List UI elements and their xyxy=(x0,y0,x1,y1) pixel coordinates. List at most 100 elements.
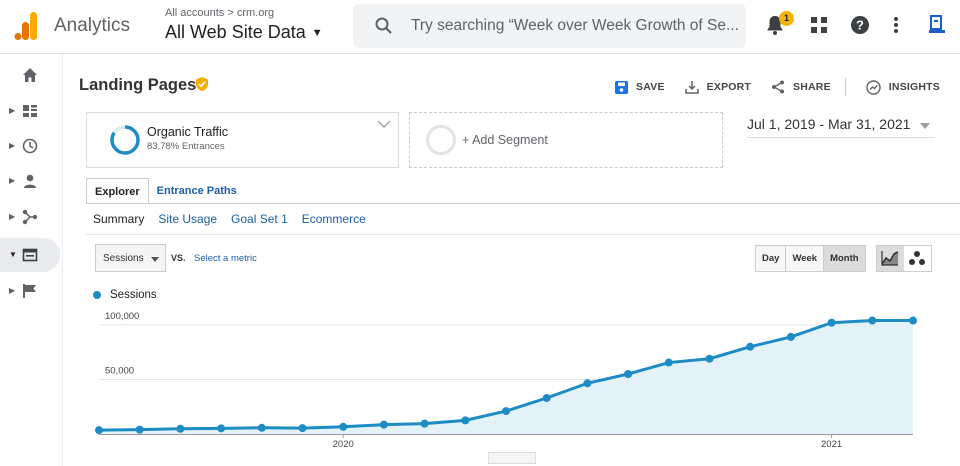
line-chart-button[interactable] xyxy=(877,246,904,271)
data-point xyxy=(257,423,266,432)
data-point xyxy=(746,342,755,351)
tab-divider xyxy=(86,203,960,204)
tab-explorer[interactable]: Explorer xyxy=(86,178,149,204)
help-icon[interactable]: ? xyxy=(850,15,870,35)
subtab-goal-set-1[interactable]: Goal Set 1 xyxy=(231,212,288,226)
tab-entrance-paths[interactable]: Entrance Paths xyxy=(156,185,237,197)
account-product-icon[interactable] xyxy=(928,15,946,35)
date-range-picker[interactable]: Jul 1, 2019 - Mar 31, 2021 xyxy=(747,112,935,138)
sidebar-item-home[interactable] xyxy=(0,58,60,92)
segment-placeholder-ring xyxy=(426,125,456,155)
insights-icon xyxy=(866,79,881,95)
x-tick-label: 2021 xyxy=(821,439,842,450)
subtab-summary[interactable]: Summary xyxy=(93,212,145,226)
subtab-divider xyxy=(86,234,960,235)
add-segment-button[interactable]: + Add Segment xyxy=(409,112,723,168)
chart-legend: Sessions xyxy=(93,289,157,301)
notification-badge: 1 xyxy=(779,11,794,26)
expand-arrow-icon: ▶ xyxy=(9,141,16,150)
data-point xyxy=(827,318,836,327)
line-chart-icon xyxy=(881,251,899,266)
granularity-toggle: Day Week Month xyxy=(755,245,866,272)
sidebar-item-behavior[interactable]: ▼ xyxy=(0,238,60,272)
apps-grid-icon[interactable] xyxy=(811,17,827,33)
data-point xyxy=(176,424,185,433)
data-point xyxy=(461,416,470,425)
bubble-chart-icon xyxy=(909,251,925,265)
share-icon xyxy=(772,80,785,94)
home-icon xyxy=(23,68,37,82)
series-area xyxy=(99,320,913,434)
data-point xyxy=(298,424,307,433)
more-vert-icon[interactable] xyxy=(893,15,899,35)
caret-down-icon: ▼ xyxy=(311,27,323,39)
sidebar-item-audience[interactable]: ▶ xyxy=(0,164,60,198)
save-label: SAVE xyxy=(636,81,665,93)
property-selector[interactable]: All Web Site Data ▼ xyxy=(165,22,323,43)
granularity-day-button[interactable]: Day xyxy=(756,246,787,271)
sidebar-item-customization[interactable]: ▶ xyxy=(0,94,60,128)
save-button[interactable]: SAVE xyxy=(615,80,665,94)
explorer-subtabs: Summary Site Usage Goal Set 1 Ecommerce xyxy=(93,212,380,226)
side-navigation: ▶ ▶ ▶ ▶ ▼ ▶ xyxy=(0,54,62,466)
select-metric-link[interactable]: Select a metric xyxy=(194,253,257,264)
subtab-site-usage[interactable]: Site Usage xyxy=(158,212,218,226)
notifications-bell-icon[interactable] xyxy=(766,14,784,36)
customization-icon xyxy=(23,105,37,117)
report-tabs: Explorer Entrance Paths xyxy=(86,178,245,204)
report-main: Landing Pages SAVE EXPORT SHARE INSIGHTS… xyxy=(62,54,960,466)
data-point xyxy=(705,354,714,363)
y-tick-label: 50,000 xyxy=(105,365,134,376)
sidebar-item-realtime[interactable]: ▶ xyxy=(0,129,60,163)
chevron-down-icon[interactable] xyxy=(377,119,391,129)
data-point xyxy=(583,379,592,388)
data-point xyxy=(502,407,510,416)
expand-arrow-icon: ▶ xyxy=(9,212,16,221)
property-name: All Web Site Data xyxy=(165,22,306,42)
data-point xyxy=(420,419,429,428)
caret-down-icon xyxy=(151,257,159,262)
data-point xyxy=(664,358,673,367)
subtab-ecommerce[interactable]: Ecommerce xyxy=(301,212,366,226)
export-label: EXPORT xyxy=(706,81,752,93)
search-box[interactable]: Try searching “Week over Week Growth of … xyxy=(353,4,746,48)
chart-type-toggle xyxy=(876,245,932,272)
conversions-icon xyxy=(23,284,36,298)
chart-expand-handle[interactable] xyxy=(488,452,536,464)
metric-dropdown[interactable]: Sessions xyxy=(95,244,166,272)
collapse-arrow-icon: ▼ xyxy=(9,250,17,259)
segment-card[interactable]: Organic Traffic 83.78% Entrances xyxy=(86,112,399,168)
share-button[interactable]: SHARE xyxy=(771,80,831,94)
expand-arrow-icon: ▶ xyxy=(9,286,16,295)
x-tick-label: 2020 xyxy=(333,439,354,450)
granularity-month-button[interactable]: Month xyxy=(824,246,865,271)
motion-chart-button[interactable] xyxy=(904,246,931,271)
add-segment-label: + Add Segment xyxy=(462,133,548,147)
search-placeholder: Try searching “Week over Week Growth of … xyxy=(411,17,739,34)
search-icon xyxy=(375,17,392,34)
export-icon xyxy=(684,81,699,94)
analytics-logo-icon[interactable] xyxy=(14,12,38,40)
sidebar-item-conversions[interactable]: ▶ xyxy=(0,274,60,308)
sessions-chart: 100,000 50,000 2020 2021 xyxy=(95,311,917,450)
actions-divider xyxy=(844,78,846,96)
account-breadcrumb[interactable]: All accounts > crm.org xyxy=(165,7,275,19)
svg-text:?: ? xyxy=(856,18,864,33)
data-point xyxy=(339,422,348,431)
behavior-icon xyxy=(22,248,38,262)
caret-down-icon xyxy=(920,123,930,129)
save-icon xyxy=(615,80,629,94)
app-name: Analytics xyxy=(54,15,131,36)
sidebar-item-acquisition[interactable]: ▶ xyxy=(0,200,60,234)
data-point xyxy=(135,425,144,434)
segment-ring-icon xyxy=(110,125,140,155)
page-title: Landing Pages xyxy=(79,76,197,94)
export-button[interactable]: EXPORT xyxy=(684,80,752,94)
date-range-label: Jul 1, 2019 - Mar 31, 2021 xyxy=(747,116,911,132)
insights-button[interactable]: INSIGHTS xyxy=(866,79,940,95)
acquisition-icon xyxy=(22,209,38,225)
granularity-week-button[interactable]: Week xyxy=(786,246,825,271)
y-tick-label: 100,000 xyxy=(105,311,139,322)
segment-name: Organic Traffic xyxy=(147,125,229,139)
metric-dropdown-value: Sessions xyxy=(103,253,144,264)
